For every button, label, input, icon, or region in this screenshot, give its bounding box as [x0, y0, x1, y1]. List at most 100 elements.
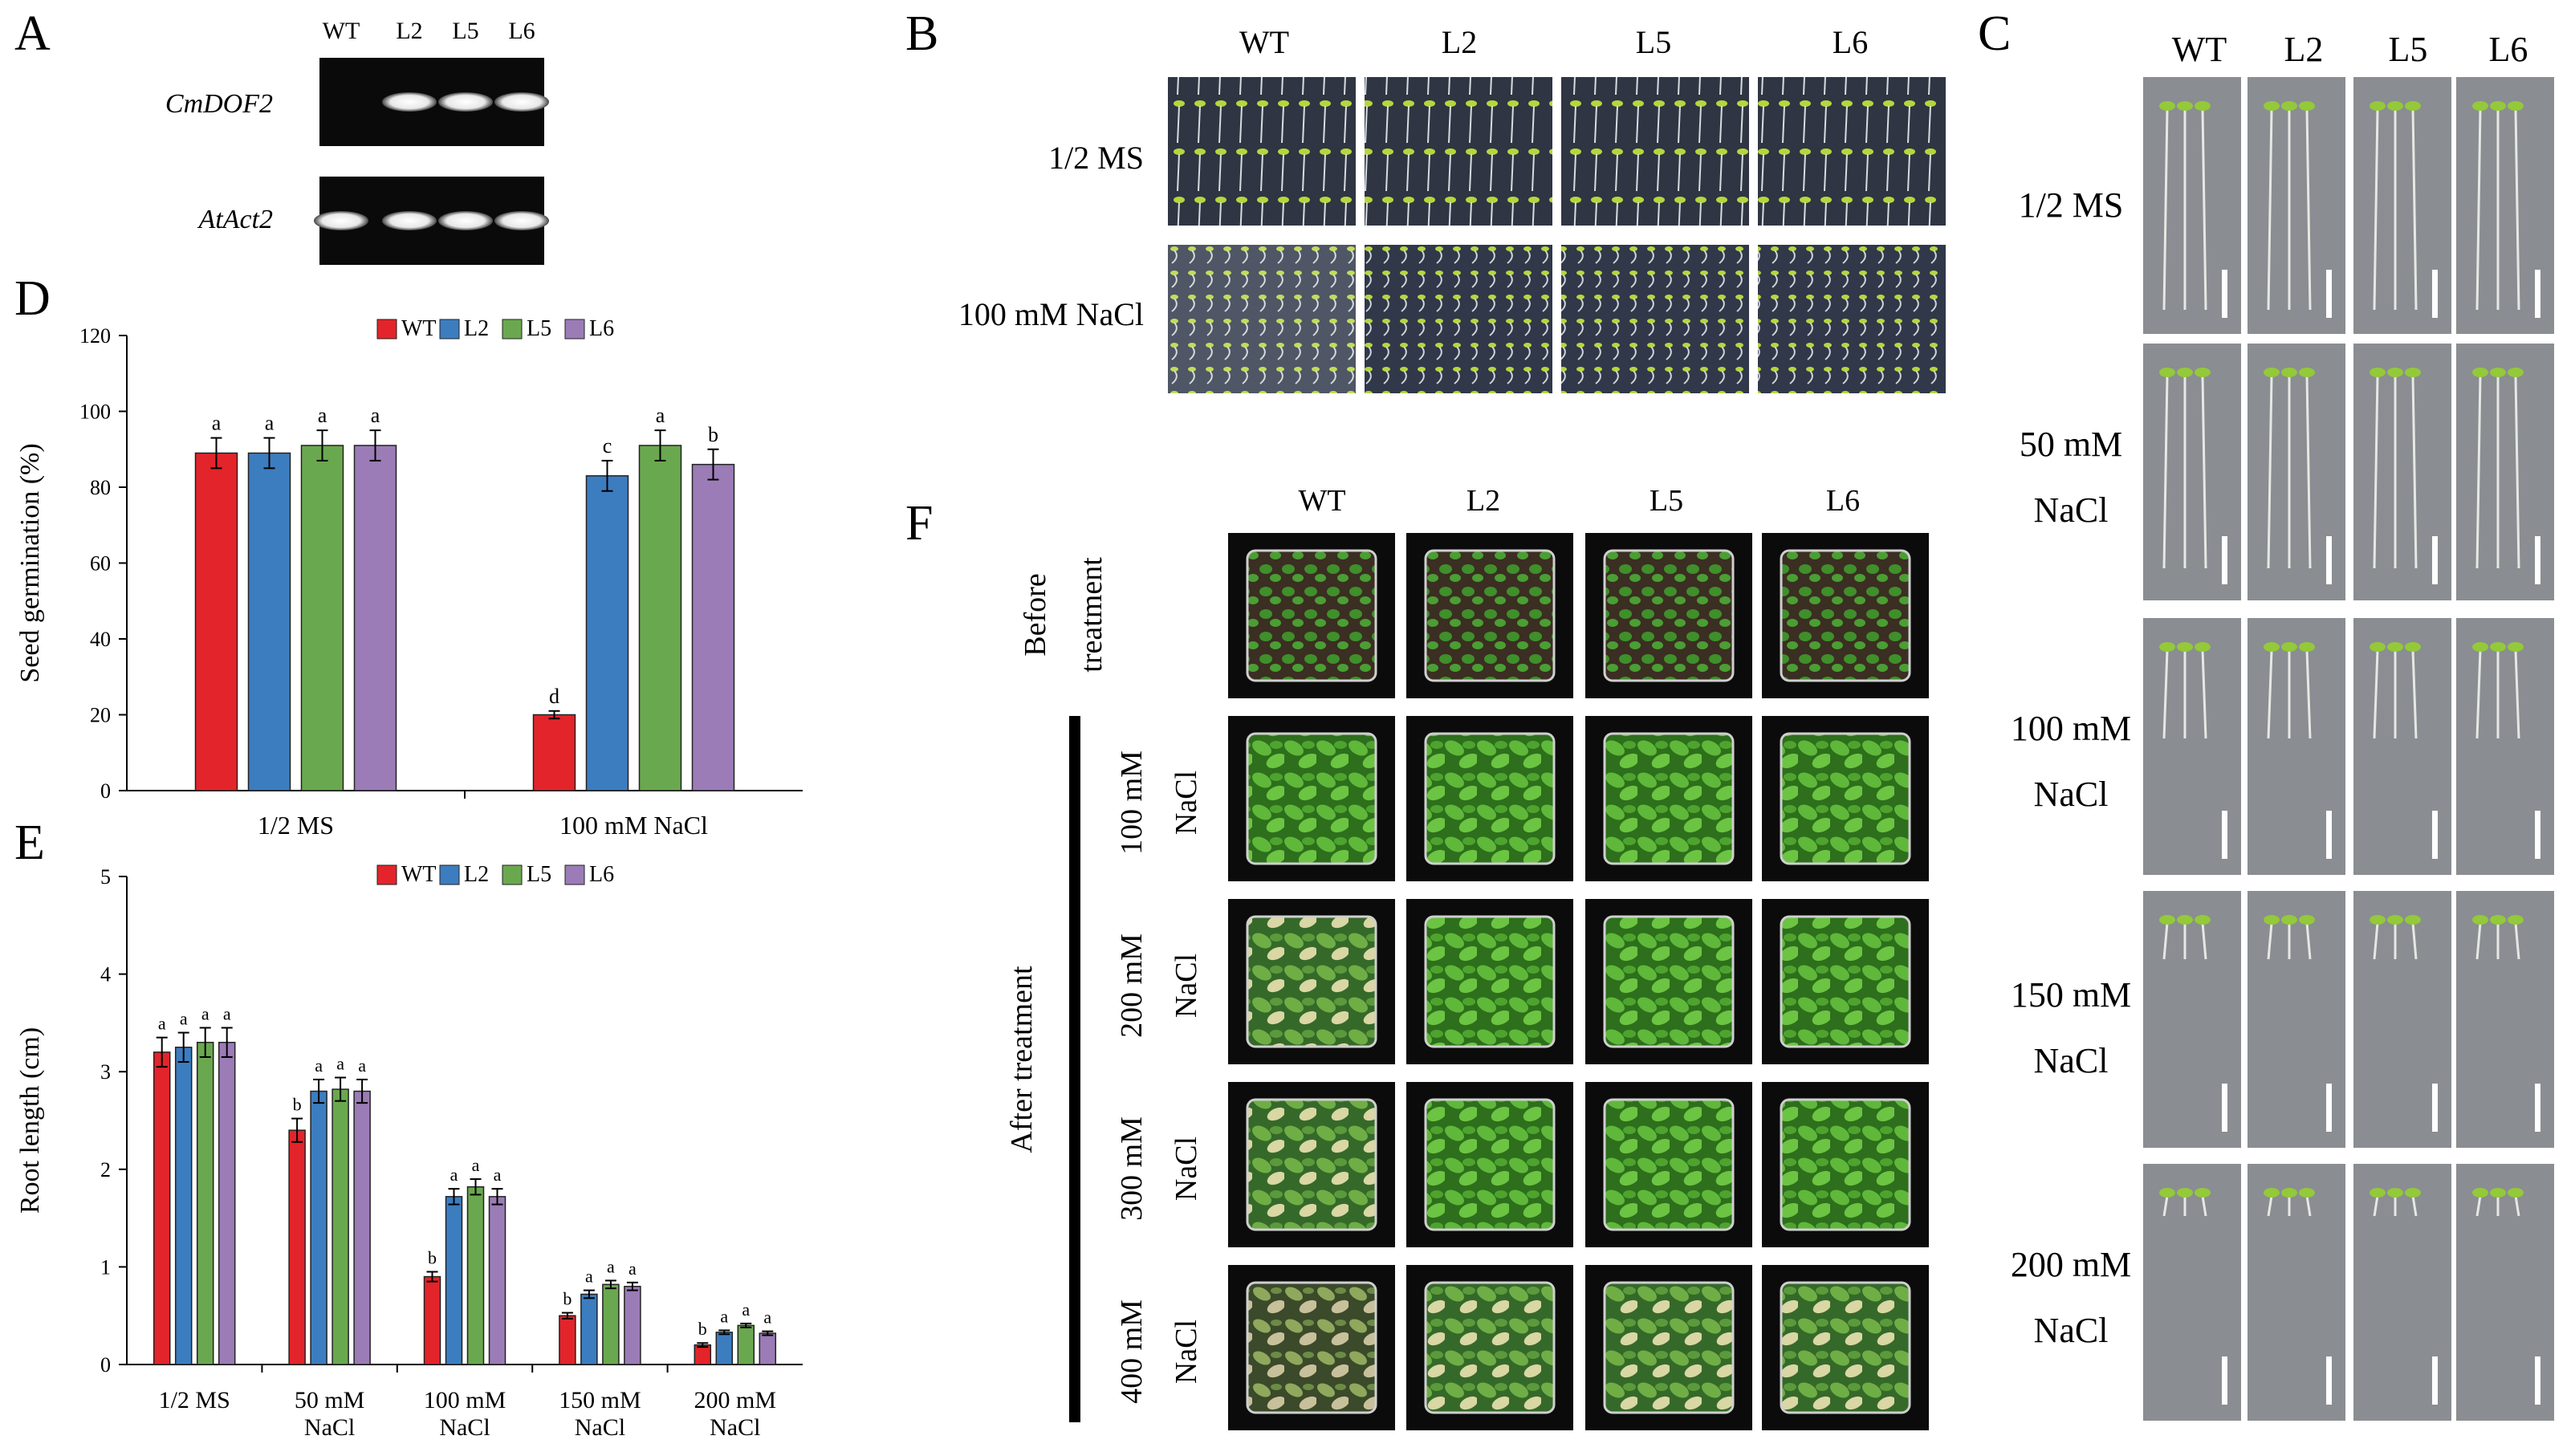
panel-c-row-label: NaCl	[2034, 775, 2109, 814]
panel-letter-e: E	[14, 815, 45, 870]
panel-c-row-label: 150 mM	[2011, 975, 2131, 1015]
significance-letter: a	[180, 1009, 188, 1029]
panel-f-row-label: NaCl	[1170, 771, 1203, 835]
root	[2267, 1195, 2273, 1217]
significance-letter: a	[158, 1014, 166, 1034]
seedling-leaf	[2490, 368, 2506, 377]
y-tick-label: 2	[100, 1158, 111, 1181]
bar	[694, 1344, 712, 1365]
panel-b-row-label: 1/2 MS	[1048, 140, 1144, 176]
panel-b: WT L2 L5 L6 1/2 MS 100 mM NaCl	[958, 24, 1946, 393]
pot-plants	[1246, 1281, 1377, 1414]
significance-letter: d	[549, 685, 559, 708]
pot-plants	[1424, 549, 1556, 682]
gel-band	[438, 211, 493, 230]
bar	[310, 1090, 327, 1365]
significance-letter: a	[201, 1003, 209, 1023]
root	[2411, 649, 2418, 739]
pot-plants	[1780, 732, 1911, 865]
legend-label: L6	[589, 862, 614, 887]
seedling-leaf	[2281, 1188, 2297, 1198]
legend-swatch	[502, 864, 523, 885]
root	[2162, 1195, 2169, 1217]
y-tick-label: 120	[79, 324, 111, 348]
panel-f-before-label: Before	[1019, 573, 1052, 656]
plate-photo-b-l5-ms	[1561, 77, 1749, 226]
gel-row-label-atact2: AtAct2	[197, 205, 273, 234]
gel-band	[438, 92, 493, 112]
bar	[737, 1324, 755, 1365]
panel-f-col-label: L6	[1826, 484, 1860, 518]
y-tick-label: 0	[100, 1353, 111, 1377]
category-label: 50 mM	[295, 1387, 365, 1413]
root	[2475, 375, 2482, 569]
seedling-leaf	[2387, 642, 2403, 652]
category-label: 200 mM	[694, 1387, 777, 1413]
significance-letter: a	[656, 404, 665, 427]
panel-f-col-label: L2	[1466, 484, 1500, 518]
category-label: 100 mM	[424, 1387, 506, 1413]
panel-c: WT L2 L5 L6 1/2 MS 50 mM NaCl 100 mM NaC…	[2011, 30, 2554, 1421]
seedling-leaf	[2490, 101, 2506, 111]
y-tick-label: 60	[90, 552, 111, 575]
gel-band	[494, 92, 549, 112]
legend-swatch	[564, 864, 585, 885]
legend-swatch	[564, 319, 585, 340]
bar	[153, 1051, 171, 1365]
pot-plants	[1603, 732, 1735, 865]
panel-c-row-label: NaCl	[2034, 490, 2109, 530]
bar	[423, 1275, 441, 1365]
root	[2373, 649, 2379, 739]
pot-plants	[1246, 915, 1377, 1048]
root	[2267, 375, 2273, 569]
significance-letter: a	[494, 1165, 502, 1185]
category-label: NaCl	[710, 1414, 760, 1441]
seedling-leaf	[2299, 101, 2315, 111]
bar	[532, 714, 576, 791]
plate-photo-b-l6-ms	[1758, 77, 1946, 226]
seedling-leaf	[2264, 101, 2280, 111]
seedling-leaf	[2472, 101, 2488, 111]
scale-bar	[2432, 811, 2438, 859]
gel-lane-label: WT	[323, 18, 360, 44]
bar	[624, 1285, 641, 1365]
bar	[247, 452, 291, 791]
root	[2201, 922, 2207, 960]
scale-bar	[2432, 1084, 2438, 1132]
root	[2267, 649, 2273, 739]
seedling-leaf	[2159, 101, 2175, 111]
gel-row-label-cmdof2: CmDOF2	[165, 89, 273, 119]
panel-b-col-label: L2	[1442, 24, 1477, 60]
root	[2162, 649, 2169, 739]
legend-swatch	[376, 319, 397, 340]
significance-letter: a	[607, 1256, 615, 1276]
pot-plants	[1780, 1098, 1911, 1231]
gel-lane-label: L2	[396, 18, 422, 44]
significance-letter: a	[720, 1306, 728, 1326]
legend-label: WT	[401, 862, 437, 887]
bar	[691, 463, 735, 791]
bar	[445, 1196, 463, 1365]
significance-letter: b	[563, 1289, 572, 1309]
bar	[300, 445, 344, 791]
root	[2411, 1195, 2418, 1217]
seedling-leaf	[2405, 1188, 2421, 1198]
root	[2201, 649, 2207, 739]
root	[2162, 922, 2169, 960]
root	[2411, 922, 2418, 960]
pot-plants	[1780, 549, 1911, 682]
scale-bar	[2222, 811, 2227, 859]
panel-b-row-label: 100 mM NaCl	[958, 296, 1144, 332]
root	[2305, 922, 2312, 960]
seedling-leaf	[2299, 368, 2315, 377]
pot-plants	[1780, 1281, 1911, 1414]
scale-bar	[2432, 1356, 2438, 1405]
y-axis-label: Root length (cm)	[15, 1027, 45, 1214]
y-tick-label: 5	[100, 865, 111, 889]
seedling-leaf	[2299, 642, 2315, 652]
legend-swatch	[439, 864, 460, 885]
plate-photo-b-wt-ms	[1168, 77, 1356, 226]
seedling-leaf	[2472, 368, 2488, 377]
category-label: NaCl	[304, 1414, 355, 1441]
